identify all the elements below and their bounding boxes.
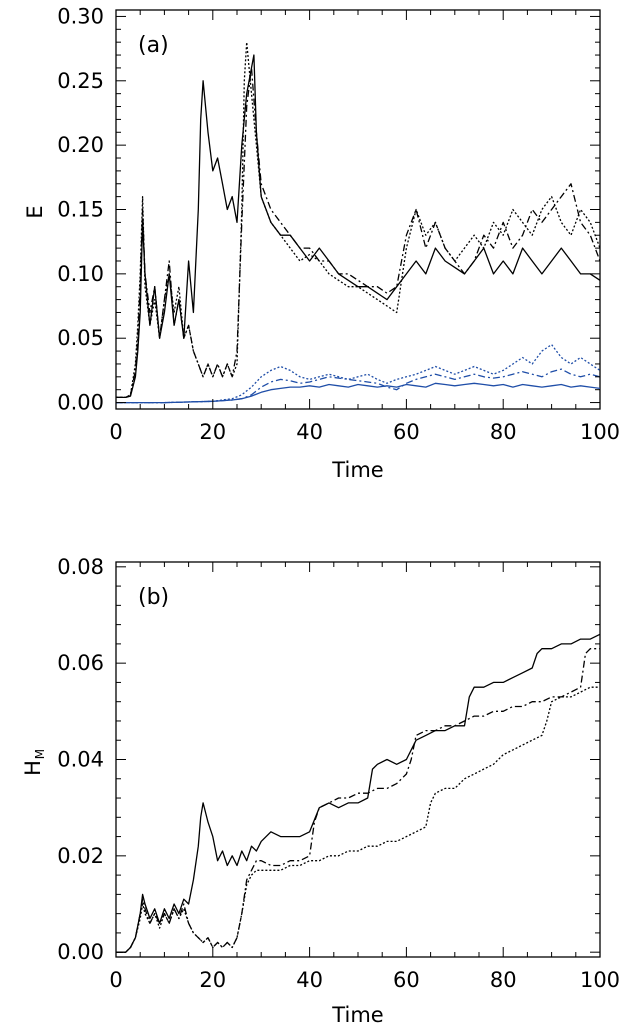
panel-b-frame xyxy=(115,561,601,958)
panel-a-series-5-line xyxy=(116,343,600,404)
panel-b-y-tick-label: 0.02 xyxy=(57,844,104,868)
panel-a-y-tick-label: 0.15 xyxy=(57,198,104,222)
panel-b-series-1-line xyxy=(116,633,600,953)
panel-a-series-4-line xyxy=(116,382,600,404)
panel-b-y-tick-label: 0.06 xyxy=(57,651,104,675)
panel-a-x-tick-label: 60 xyxy=(393,420,420,444)
panel-b-label: (b) xyxy=(138,585,169,610)
panel-b-y-tick-label: 0.08 xyxy=(57,555,104,579)
panel-b-x-tick-label: 40 xyxy=(296,968,323,992)
panel-a-frame xyxy=(115,9,601,410)
panel-b-series-2-line xyxy=(116,648,600,953)
panel-b-x-tick-label: 60 xyxy=(393,968,420,992)
panel-a-series-3-line xyxy=(116,67,600,399)
panel-a-y-tick-label: 0.25 xyxy=(57,69,104,93)
panel-a-series-2-line xyxy=(116,41,600,399)
panel-b-y-tick-label: 0.04 xyxy=(57,748,104,772)
panel-b-plot-area xyxy=(116,633,600,953)
panel-b-x-tick-label: 80 xyxy=(490,968,517,992)
panel-a-y-tick-label: 0.10 xyxy=(57,262,104,286)
panel-a-series-6-line xyxy=(116,368,600,404)
panel-a-y-axis-label: E xyxy=(23,205,47,218)
panel-a-x-tick-label: 20 xyxy=(199,420,226,444)
panel-b-y-tick-label: 0.00 xyxy=(57,940,104,964)
panel-a-x-tick-label: 40 xyxy=(296,420,323,444)
panel-a-x-axis-label: Time xyxy=(331,458,383,482)
panel-b-x-tick-label: 20 xyxy=(199,968,226,992)
panel-a-label: (a) xyxy=(138,33,169,58)
panel-b-y-axis-label-main: H xyxy=(21,760,45,776)
panel-b-x-axis-label: Time xyxy=(331,1003,383,1027)
panel-b-ticks: 0 20 40 60 80 100 0.00 0.02 0.04 0.06 0.08 xyxy=(57,555,620,992)
panel-b-y-axis-label: H M xyxy=(21,749,47,776)
panel-a-y-tick-label: 0.20 xyxy=(57,133,104,157)
panel-b-y-axis-label-sub: M xyxy=(33,749,47,759)
panel-a: 0 20 40 60 80 100 0.00 0.05 0.10 0.15 0.20 0.25 0.30… xyxy=(23,4,620,482)
panel-a-y-tick-label: 0.00 xyxy=(57,391,104,415)
panel-a-ticks: 0 20 40 60 80 100 0.00 0.05 0.10 0.15 0.20 0.25 0.30 xyxy=(57,4,620,444)
panel-b-series-3-line xyxy=(116,686,600,953)
panel-a-series-1-line xyxy=(116,54,600,399)
panel-a-x-tick-label: 100 xyxy=(580,420,620,444)
panel-a-x-tick-label: 0 xyxy=(109,420,122,444)
panel-a-x-tick-label: 80 xyxy=(490,420,517,444)
panel-a-y-tick-label: 0.05 xyxy=(57,326,104,350)
panel-b-x-tick-label: 0 xyxy=(109,968,122,992)
panel-a-plot-area xyxy=(116,41,600,404)
panel-a-y-tick-label: 0.30 xyxy=(57,4,104,28)
panel-b: 0 20 40 60 80 100 0.00 0.02 0.04 0.06 0.08 (b) Tim… xyxy=(21,555,620,1027)
panel-b-x-tick-label: 100 xyxy=(580,968,620,992)
